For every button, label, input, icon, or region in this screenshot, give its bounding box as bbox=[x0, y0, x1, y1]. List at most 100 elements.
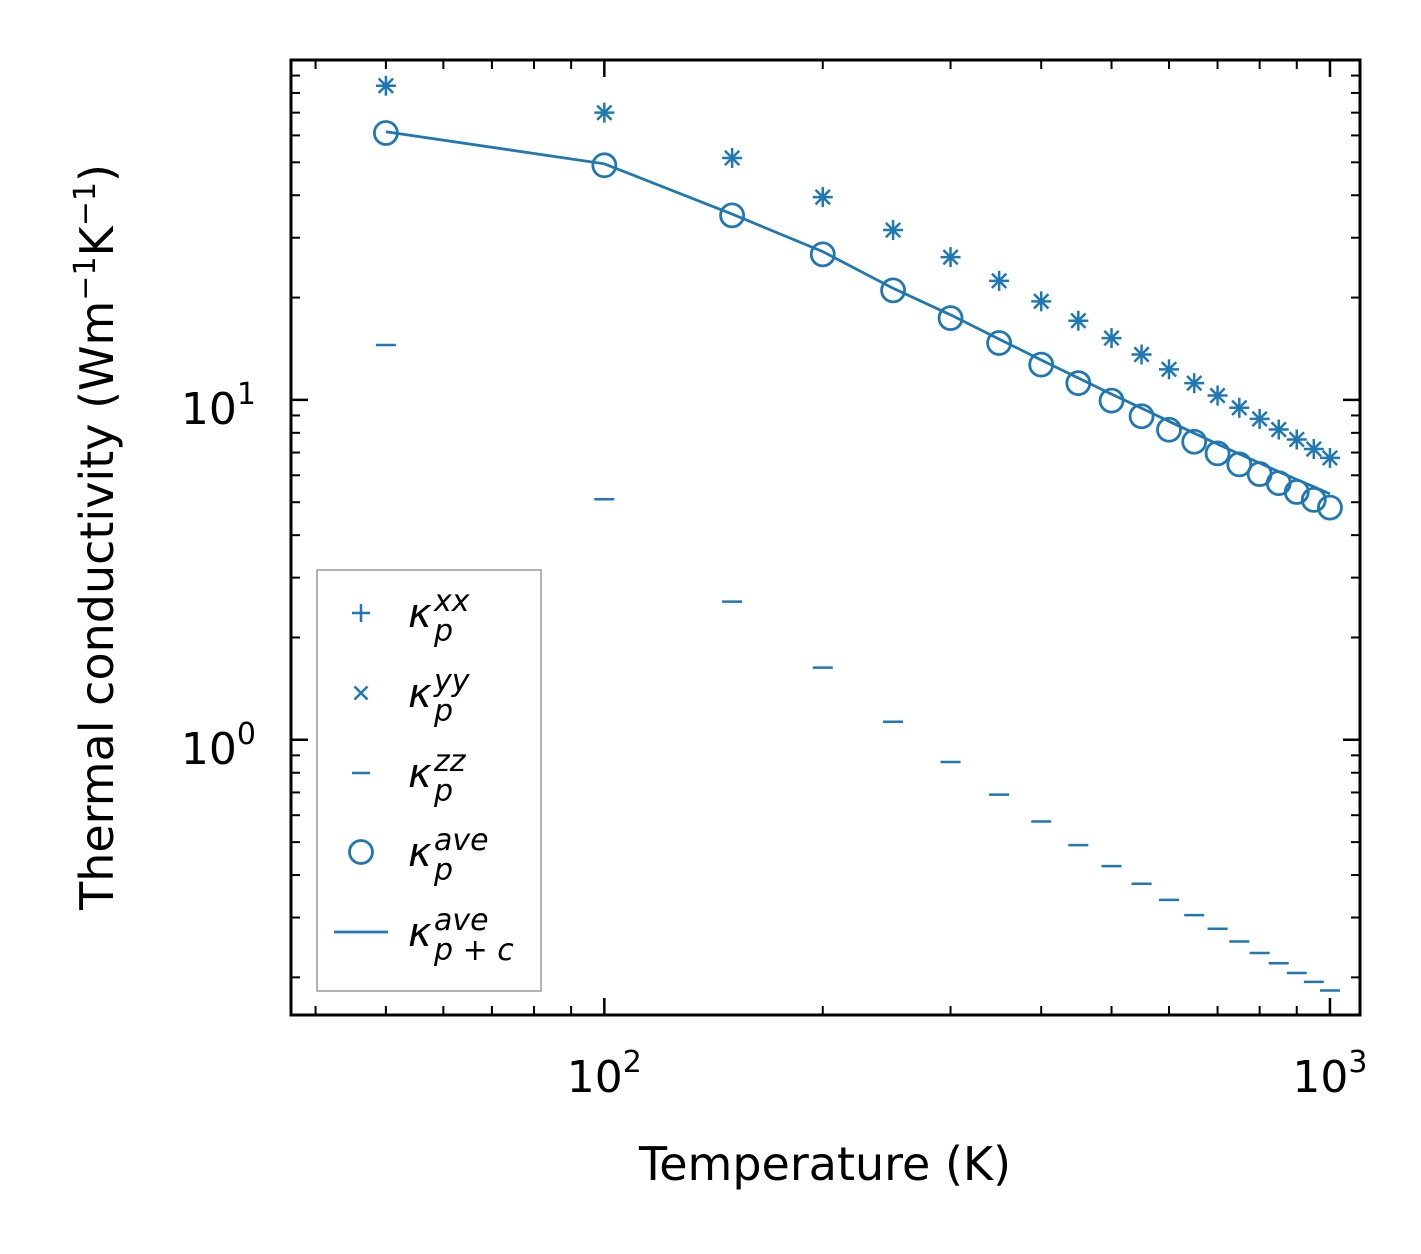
kappa_p_yy-point bbox=[1186, 375, 1203, 392]
kappa_p_yy-point-d2 bbox=[942, 249, 959, 266]
kappa_p_yy-point-d2 bbox=[1288, 431, 1305, 448]
series-kappa_p_zz bbox=[375, 343, 1340, 992]
kappa_p_ave-point bbox=[880, 277, 906, 304]
kappa_p_ave-point bbox=[937, 305, 964, 332]
x-tick-label: 103 bbox=[1292, 1045, 1367, 1103]
kappa_p_yy-point-d2 bbox=[814, 189, 831, 206]
legend-marker-swatch bbox=[352, 604, 370, 622]
y-axis-title-exp1: −1 bbox=[68, 256, 103, 300]
kappa_p_yy-point bbox=[1288, 431, 1305, 448]
legend-label-symbol: κ bbox=[408, 591, 432, 637]
kappa_p_yy-point bbox=[1103, 330, 1120, 347]
legend-label-superscript: ave bbox=[434, 823, 489, 858]
legend-label-superscript: yy bbox=[433, 664, 471, 699]
legend-label-subscript: p + c bbox=[433, 933, 514, 968]
legend-label-superscript: ave bbox=[434, 903, 489, 938]
kappa_p_yy-point-d2 bbox=[1186, 375, 1203, 392]
kappa_p_ave-point bbox=[1317, 494, 1343, 521]
kappa_p_yy-point bbox=[1231, 399, 1248, 416]
kappa_p_yy-point-d2 bbox=[724, 149, 741, 167]
x-tick-label: 102 bbox=[567, 1045, 642, 1103]
kappa_p_ave-point bbox=[1128, 403, 1155, 430]
kappa_p_yy-point bbox=[1270, 421, 1287, 438]
kappa_p_yy-point bbox=[724, 149, 741, 167]
legend-label-subscript: p bbox=[433, 614, 453, 649]
kappa_p_yy-point-d2 bbox=[1231, 399, 1248, 416]
legend-marker-swatch-d2 bbox=[353, 685, 369, 701]
legend-label-symbol: κ bbox=[408, 751, 432, 797]
legend-frame bbox=[316, 569, 542, 992]
kappa_p_yy-point-d2 bbox=[1251, 410, 1268, 428]
y-tick-label: 101 bbox=[181, 377, 256, 435]
series-kappa_pc_ave bbox=[385, 130, 1331, 496]
kappa_p_yy-point-d2 bbox=[1070, 312, 1087, 329]
kappa_p_yy-point bbox=[1251, 410, 1268, 428]
kappa_p_yy-point-d2 bbox=[377, 77, 394, 94]
kappa_p_yy-point bbox=[1033, 293, 1050, 310]
series-kappa_p_xx bbox=[375, 75, 1340, 468]
kappa_p_ave-point bbox=[719, 202, 746, 229]
kappa_p_yy-point bbox=[814, 189, 831, 206]
legend-marker-swatch bbox=[348, 839, 374, 865]
kappa_p_yy-point-d2 bbox=[1305, 440, 1322, 458]
series-kappa_p_ave bbox=[372, 120, 1343, 521]
plot-frame bbox=[289, 58, 1362, 1017]
legend-label-subscript: p bbox=[433, 774, 453, 809]
kappa_p_yy-point bbox=[1209, 387, 1226, 404]
legend-entry-kappa_p_xx: κ xxp bbox=[352, 584, 470, 649]
kappa_p_yy-point-d2 bbox=[991, 272, 1008, 289]
kappa_p_yy-point bbox=[942, 249, 959, 266]
kappa_p_yy-point bbox=[1070, 312, 1087, 329]
kappa_p_ave-point bbox=[986, 330, 1013, 356]
kappa_p_yy-point-d2 bbox=[1270, 421, 1287, 438]
kappa_p_ave-point bbox=[809, 241, 836, 268]
legend-label-subscript: p bbox=[433, 853, 453, 888]
kappa_p_yy-point-d2 bbox=[1160, 361, 1178, 378]
y-axis-title-exp2: −1 bbox=[68, 182, 103, 226]
y-axis-title-end: ) bbox=[70, 164, 124, 182]
kappa_p_yy-point-d2 bbox=[1209, 387, 1226, 404]
legend-entry-kappa_p_yy: κ yyp bbox=[353, 664, 471, 729]
kappa_p_ave-point bbox=[1181, 428, 1208, 455]
legend-label-symbol: κ bbox=[408, 671, 432, 717]
kappa_p_yy-point bbox=[1305, 440, 1322, 458]
y-axis-title: Thermal conductivity (Wm−1K−1) bbox=[68, 164, 124, 911]
plot-area bbox=[372, 75, 1343, 992]
kappa_p_yy-point bbox=[596, 104, 613, 121]
legend-label-subscript: p bbox=[433, 694, 453, 729]
legend-label-symbol: κ bbox=[408, 830, 432, 876]
kappa_p_yy-point-d2 bbox=[885, 221, 902, 239]
kappa_p_yy-point-d2 bbox=[1033, 293, 1050, 310]
kappa_p_ave-point bbox=[591, 152, 618, 179]
kappa_p_yy-point-d2 bbox=[1321, 449, 1339, 467]
kappa_p_yy-point bbox=[1321, 449, 1339, 467]
legend-label-superscript: zz bbox=[433, 744, 467, 779]
kappa_p_yy-point bbox=[885, 221, 902, 239]
x-axis-title: Temperature (K) bbox=[638, 1137, 1011, 1191]
tick-labels: 102 103 100 101 bbox=[181, 377, 1368, 1103]
legend-entry-kappa_p_zz: κ zzp bbox=[352, 744, 467, 809]
legend-label-symbol: κ bbox=[408, 910, 432, 956]
kappa_p_ave-point bbox=[1156, 416, 1182, 443]
series-line-kappa_pc_ave bbox=[385, 130, 1331, 496]
kappa_p_yy-point-d2 bbox=[596, 104, 613, 121]
kappa_p_yy-point bbox=[377, 77, 394, 94]
legend-label-superscript: xx bbox=[433, 584, 470, 619]
kappa_p_ave-point bbox=[1204, 440, 1231, 467]
kappa_p_ave-point bbox=[1300, 486, 1327, 513]
major-ticks bbox=[291, 60, 1360, 1015]
kappa_p_yy-point-d2 bbox=[1133, 346, 1150, 363]
y-axis-title-main: Thermal conductivity (Wm bbox=[70, 301, 124, 911]
y-tick-label: 100 bbox=[181, 717, 256, 775]
y-axis-title-mid: K bbox=[70, 224, 124, 256]
kappa_p_yy-point bbox=[1160, 361, 1178, 378]
legend-marker-swatch bbox=[353, 685, 369, 701]
series-kappa_p_yy bbox=[377, 77, 1339, 467]
kappa_p_yy-point bbox=[991, 272, 1008, 289]
kappa_p_yy-point bbox=[1133, 346, 1150, 363]
kappa_p_yy-point-d2 bbox=[1103, 330, 1120, 347]
